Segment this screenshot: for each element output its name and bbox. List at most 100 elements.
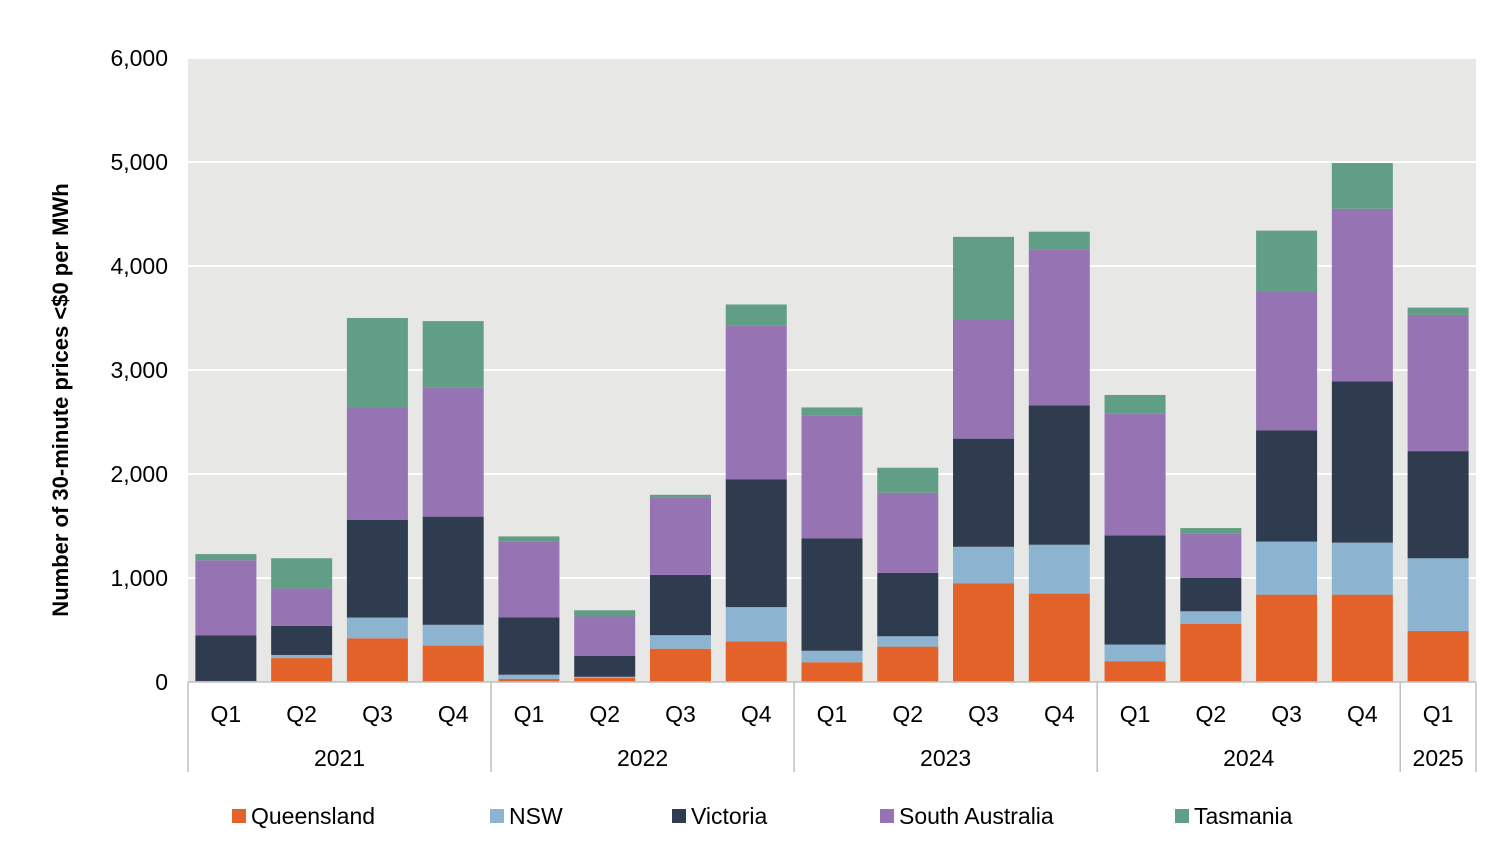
- x-tick-label: Q1: [1120, 701, 1151, 727]
- bar-south-australia: [1180, 533, 1242, 578]
- bar-south-australia: [1407, 314, 1469, 452]
- legend-label: Tasmania: [1194, 803, 1293, 829]
- x-tick-label: Q1: [817, 701, 848, 727]
- y-tick-label: 0: [155, 669, 168, 695]
- bar-victoria: [1256, 430, 1318, 542]
- bar-nsw: [649, 635, 711, 649]
- bar-queensland: [346, 638, 408, 682]
- y-tick-label: 6,000: [110, 45, 168, 71]
- bar-tasmania: [725, 304, 787, 326]
- bar-tasmania: [195, 554, 257, 561]
- bar-victoria: [346, 519, 408, 618]
- bar-nsw: [801, 650, 863, 663]
- legend-swatch: [880, 809, 894, 823]
- bar-south-australia: [271, 588, 333, 626]
- bar-queensland: [1407, 631, 1469, 682]
- bar-south-australia: [574, 616, 636, 656]
- bar-nsw: [195, 680, 257, 682]
- bar-south-australia: [725, 325, 787, 480]
- bar-nsw: [1407, 558, 1469, 632]
- bar-nsw: [422, 624, 484, 646]
- x-tick-label: Q3: [968, 701, 999, 727]
- bar-south-australia: [877, 492, 939, 573]
- legend-label: South Australia: [899, 803, 1054, 829]
- x-group-label: 2022: [617, 745, 668, 771]
- bar-queensland: [1180, 623, 1242, 682]
- x-group-label: 2024: [1223, 745, 1274, 771]
- x-tick-label: Q1: [514, 701, 545, 727]
- bar-queensland: [1104, 661, 1166, 682]
- bar-tasmania: [574, 610, 636, 617]
- bar-nsw: [1180, 611, 1242, 624]
- x-group-label: 2023: [920, 745, 971, 771]
- x-tick-label: Q4: [1044, 701, 1075, 727]
- bar-south-australia: [1256, 292, 1318, 431]
- bar-nsw: [725, 607, 787, 642]
- x-tick-label: Q3: [362, 701, 393, 727]
- bar-nsw: [1256, 541, 1318, 595]
- bar-victoria: [1028, 405, 1090, 545]
- bar-tasmania: [422, 321, 484, 388]
- bar-victoria: [422, 516, 484, 625]
- y-tick-label: 3,000: [110, 357, 168, 383]
- bar-nsw: [498, 674, 560, 679]
- bar-south-australia: [801, 415, 863, 539]
- bar-tasmania: [801, 407, 863, 416]
- bar-south-australia: [1104, 413, 1166, 536]
- bar-tasmania: [498, 536, 560, 542]
- bar-south-australia: [346, 407, 408, 520]
- bar-tasmania: [649, 494, 711, 498]
- y-tick-label: 4,000: [110, 253, 168, 279]
- legend-label: Queensland: [251, 803, 375, 829]
- x-group-label: 2021: [314, 745, 365, 771]
- bar-south-australia: [1331, 208, 1393, 382]
- bar-nsw: [877, 636, 939, 647]
- legend-swatch: [490, 809, 504, 823]
- bar-queensland: [953, 583, 1015, 682]
- bar-tasmania: [271, 558, 333, 589]
- bar-victoria: [1331, 381, 1393, 543]
- bar-tasmania: [953, 236, 1015, 320]
- bar-victoria: [1407, 451, 1469, 559]
- x-tick-label: Q3: [665, 701, 696, 727]
- y-tick-label: 2,000: [110, 461, 168, 487]
- bar-victoria: [271, 625, 333, 655]
- bar-south-australia: [953, 319, 1015, 439]
- bar-queensland: [649, 648, 711, 682]
- bar-queensland: [1028, 593, 1090, 682]
- bar-queensland: [877, 646, 939, 682]
- x-tick-label: Q1: [211, 701, 242, 727]
- bar-south-australia: [649, 497, 711, 575]
- bar-south-australia: [195, 560, 257, 636]
- legend-label: NSW: [509, 803, 563, 829]
- bar-nsw: [574, 676, 636, 678]
- x-tick-label: Q4: [1347, 701, 1378, 727]
- bar-south-australia: [498, 541, 560, 618]
- x-tick-label: Q3: [1271, 701, 1302, 727]
- bar-victoria: [801, 538, 863, 651]
- bar-tasmania: [1180, 528, 1242, 534]
- bar-nsw: [1331, 542, 1393, 595]
- bar-victoria: [649, 574, 711, 636]
- bar-victoria: [1104, 535, 1166, 645]
- y-axis-title: Number of 30-minute prices <$0 per MWh: [48, 183, 73, 616]
- bar-tasmania: [1028, 231, 1090, 250]
- bar-victoria: [877, 572, 939, 637]
- bar-victoria: [1180, 578, 1242, 612]
- bar-queensland: [422, 645, 484, 682]
- bar-queensland: [1331, 594, 1393, 682]
- bar-tasmania: [1256, 230, 1318, 292]
- bar-queensland: [498, 678, 560, 682]
- y-tick-label: 1,000: [110, 565, 168, 591]
- y-tick-label: 5,000: [110, 149, 168, 175]
- bar-nsw: [1028, 544, 1090, 594]
- x-tick-label: Q4: [741, 701, 772, 727]
- x-tick-label: Q1: [1423, 701, 1454, 727]
- legend-swatch: [1175, 809, 1189, 823]
- x-tick-label: Q2: [892, 701, 923, 727]
- bar-queensland: [574, 677, 636, 682]
- bar-south-australia: [422, 387, 484, 517]
- bar-queensland: [271, 658, 333, 682]
- x-tick-label: Q4: [438, 701, 469, 727]
